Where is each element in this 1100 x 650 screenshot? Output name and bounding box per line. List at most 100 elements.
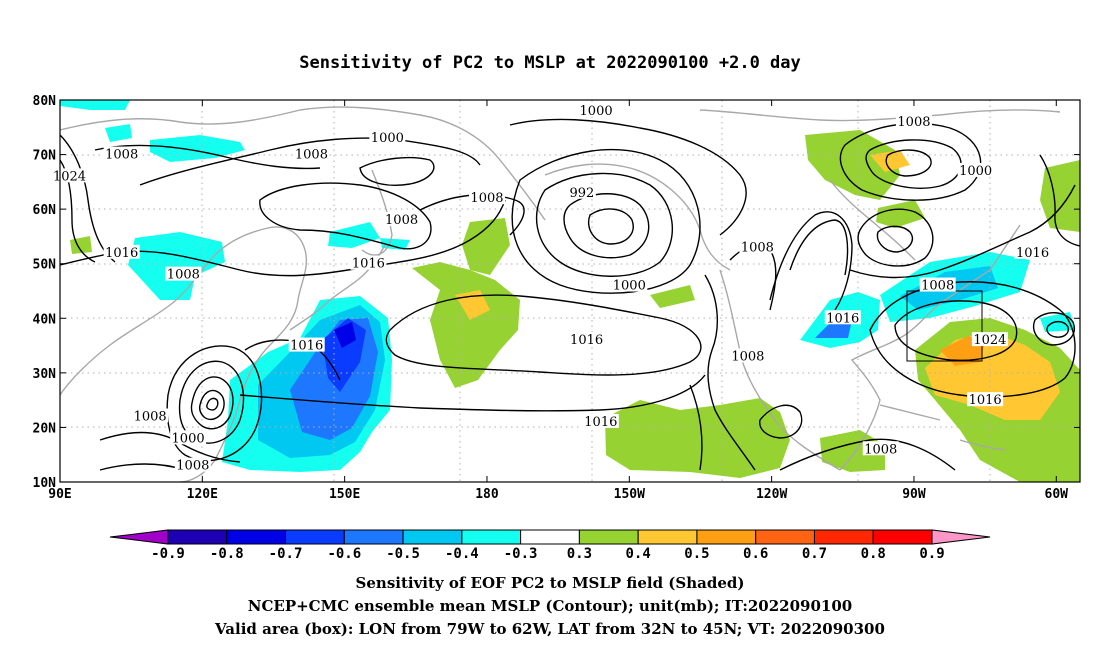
lon-tick-label: 150W bbox=[614, 487, 645, 502]
map-panel: 1024 1008 1008 1000 1000 1008 1000 1016 1008 1008… bbox=[51, 99, 1081, 483]
colorbar-box bbox=[461, 529, 522, 545]
contour-label: 1008 bbox=[921, 279, 954, 294]
contour-1016-north-america bbox=[769, 211, 853, 311]
contour-label: 1024 bbox=[973, 333, 1006, 348]
contour-label-bg bbox=[582, 413, 619, 428]
contour-label-bg bbox=[1014, 244, 1051, 259]
contour-labrador-low-outer bbox=[857, 208, 934, 267]
lat-tick-label: 70N bbox=[33, 149, 57, 164]
neg-patch-siberia-a bbox=[105, 124, 132, 142]
contour-label-bg bbox=[174, 457, 211, 472]
contour-siberia-1008 bbox=[94, 144, 321, 170]
contour-label-bg bbox=[383, 212, 420, 227]
colorbar-box bbox=[637, 529, 698, 545]
contour-east-pacific-south bbox=[689, 384, 703, 471]
contour-label-bg bbox=[567, 184, 596, 199]
coast-kamchatka bbox=[361, 169, 393, 256]
lon-tick-label: 60W bbox=[1045, 487, 1069, 502]
contour-typhoon-ring bbox=[166, 345, 263, 462]
contour-label: 1016 bbox=[570, 333, 603, 348]
contour-label-bg bbox=[369, 130, 406, 145]
contour-label: 1016 bbox=[105, 246, 138, 261]
colorbar-tick-label: -0.7 bbox=[269, 546, 303, 562]
colorbar-box bbox=[402, 529, 463, 545]
pos-patch-east-pacific-mid bbox=[650, 285, 695, 308]
caption-line-2: NCEP+CMC ensemble mean MSLP (Contour); u… bbox=[248, 597, 853, 615]
colorbar-box bbox=[578, 529, 639, 545]
colorbar-tick-label: 0.9 bbox=[919, 546, 944, 562]
colorbar-tick-label: 0.4 bbox=[626, 546, 651, 562]
contour-label-bg bbox=[350, 255, 387, 270]
contour-aleutian-low-mid bbox=[535, 172, 674, 277]
contour-typhoon-core bbox=[206, 397, 219, 411]
lat-tick-label: 40N bbox=[33, 312, 57, 327]
contour-label-bg bbox=[103, 244, 140, 259]
lon-tick-label: 120W bbox=[756, 487, 787, 502]
neg-patch-kamchatka bbox=[328, 222, 380, 248]
contour-label-bg bbox=[288, 337, 325, 352]
colorbar-tick-label: -0.8 bbox=[210, 546, 244, 562]
chart-title: Sensitivity of PC2 to MSLP at 2022090100… bbox=[299, 53, 801, 73]
contour-1008-mexico bbox=[779, 438, 956, 471]
lon-tick-label: 90E bbox=[48, 487, 71, 502]
contour-label-bg bbox=[971, 332, 1008, 347]
contour-1024-azores bbox=[894, 300, 1018, 362]
lat-tick-label: 20N bbox=[33, 421, 57, 436]
colorbar-tick-label: 0.7 bbox=[802, 546, 827, 562]
contour-label: 1016 bbox=[969, 393, 1002, 408]
coast-siberia bbox=[60, 106, 546, 221]
lat-tick-label: 50N bbox=[33, 258, 57, 273]
contour-label: 1008 bbox=[295, 148, 328, 163]
contour-atlantic-low-inner bbox=[1046, 320, 1070, 338]
coast-caribbean bbox=[879, 404, 1006, 451]
lon-tick-label: 120E bbox=[187, 487, 218, 502]
contour-aleutian-low-inner bbox=[563, 193, 650, 259]
contour-aleutian-low-core bbox=[588, 208, 634, 245]
coastlines bbox=[60, 106, 1061, 482]
latitude-axis: 80N 70N 60N 50N 40N 30N 20N 10N bbox=[33, 94, 1080, 491]
pos-patch-central-pacific-north bbox=[462, 218, 510, 275]
neg-patch-nw-pacific-max bbox=[334, 322, 356, 348]
contour-label: 1000 bbox=[580, 104, 613, 119]
contour-label: 1000 bbox=[613, 279, 646, 294]
coast-canada-arctic bbox=[699, 109, 1061, 122]
lat-tick-label: 10N bbox=[33, 476, 57, 491]
contour-west-high-a bbox=[60, 134, 116, 263]
contour-labrador-low-inner bbox=[876, 225, 914, 253]
contour-label: 1000 bbox=[959, 164, 992, 179]
contour-label-bg bbox=[578, 102, 615, 117]
contour-label-bg bbox=[957, 162, 994, 177]
coast-east-asia bbox=[60, 226, 307, 482]
lon-tick-label: 150E bbox=[329, 487, 360, 502]
contour-label: 992 bbox=[569, 186, 594, 201]
contour-label: 1016 bbox=[584, 415, 617, 430]
colorbar-box bbox=[167, 529, 228, 545]
contour-siberia-1000-b bbox=[359, 156, 435, 186]
contour-label: 1008 bbox=[176, 459, 209, 474]
colorbar: -0.9 -0.8 -0.7 -0.6 -0.5 -0.4 -0.3 0.3 0.4 0.5 0.6… bbox=[109, 529, 991, 562]
shading-positive bbox=[70, 130, 1080, 482]
coast-north-america-east bbox=[839, 224, 1021, 471]
colorbar-box bbox=[696, 529, 757, 545]
colorbar-box bbox=[813, 529, 874, 545]
contour-1008-gulf bbox=[759, 404, 803, 439]
contour-label-bg bbox=[103, 146, 140, 161]
contour-label: 1008 bbox=[864, 442, 897, 457]
colorbar-box bbox=[226, 529, 287, 545]
contour-label: 1016 bbox=[1016, 246, 1049, 261]
colorbar-tick-label: 0.3 bbox=[567, 546, 592, 562]
contour-label: 1008 bbox=[105, 148, 138, 163]
contour-label-bg bbox=[165, 266, 202, 281]
colorbar-box bbox=[755, 529, 815, 545]
pos-patch-ne-pacific-tropics bbox=[605, 398, 790, 478]
contour-label-bg bbox=[293, 146, 330, 161]
contour-label-bg bbox=[170, 430, 207, 445]
contour-label-bg bbox=[967, 392, 1004, 407]
contour-east-pacific bbox=[704, 274, 756, 471]
colorbar-box bbox=[872, 529, 933, 545]
contour-label-bg bbox=[895, 113, 932, 128]
contour-1016-subtropical-high bbox=[385, 294, 702, 376]
contour-1008-north-pacific bbox=[419, 194, 525, 236]
contour-label: 1000 bbox=[172, 431, 205, 446]
